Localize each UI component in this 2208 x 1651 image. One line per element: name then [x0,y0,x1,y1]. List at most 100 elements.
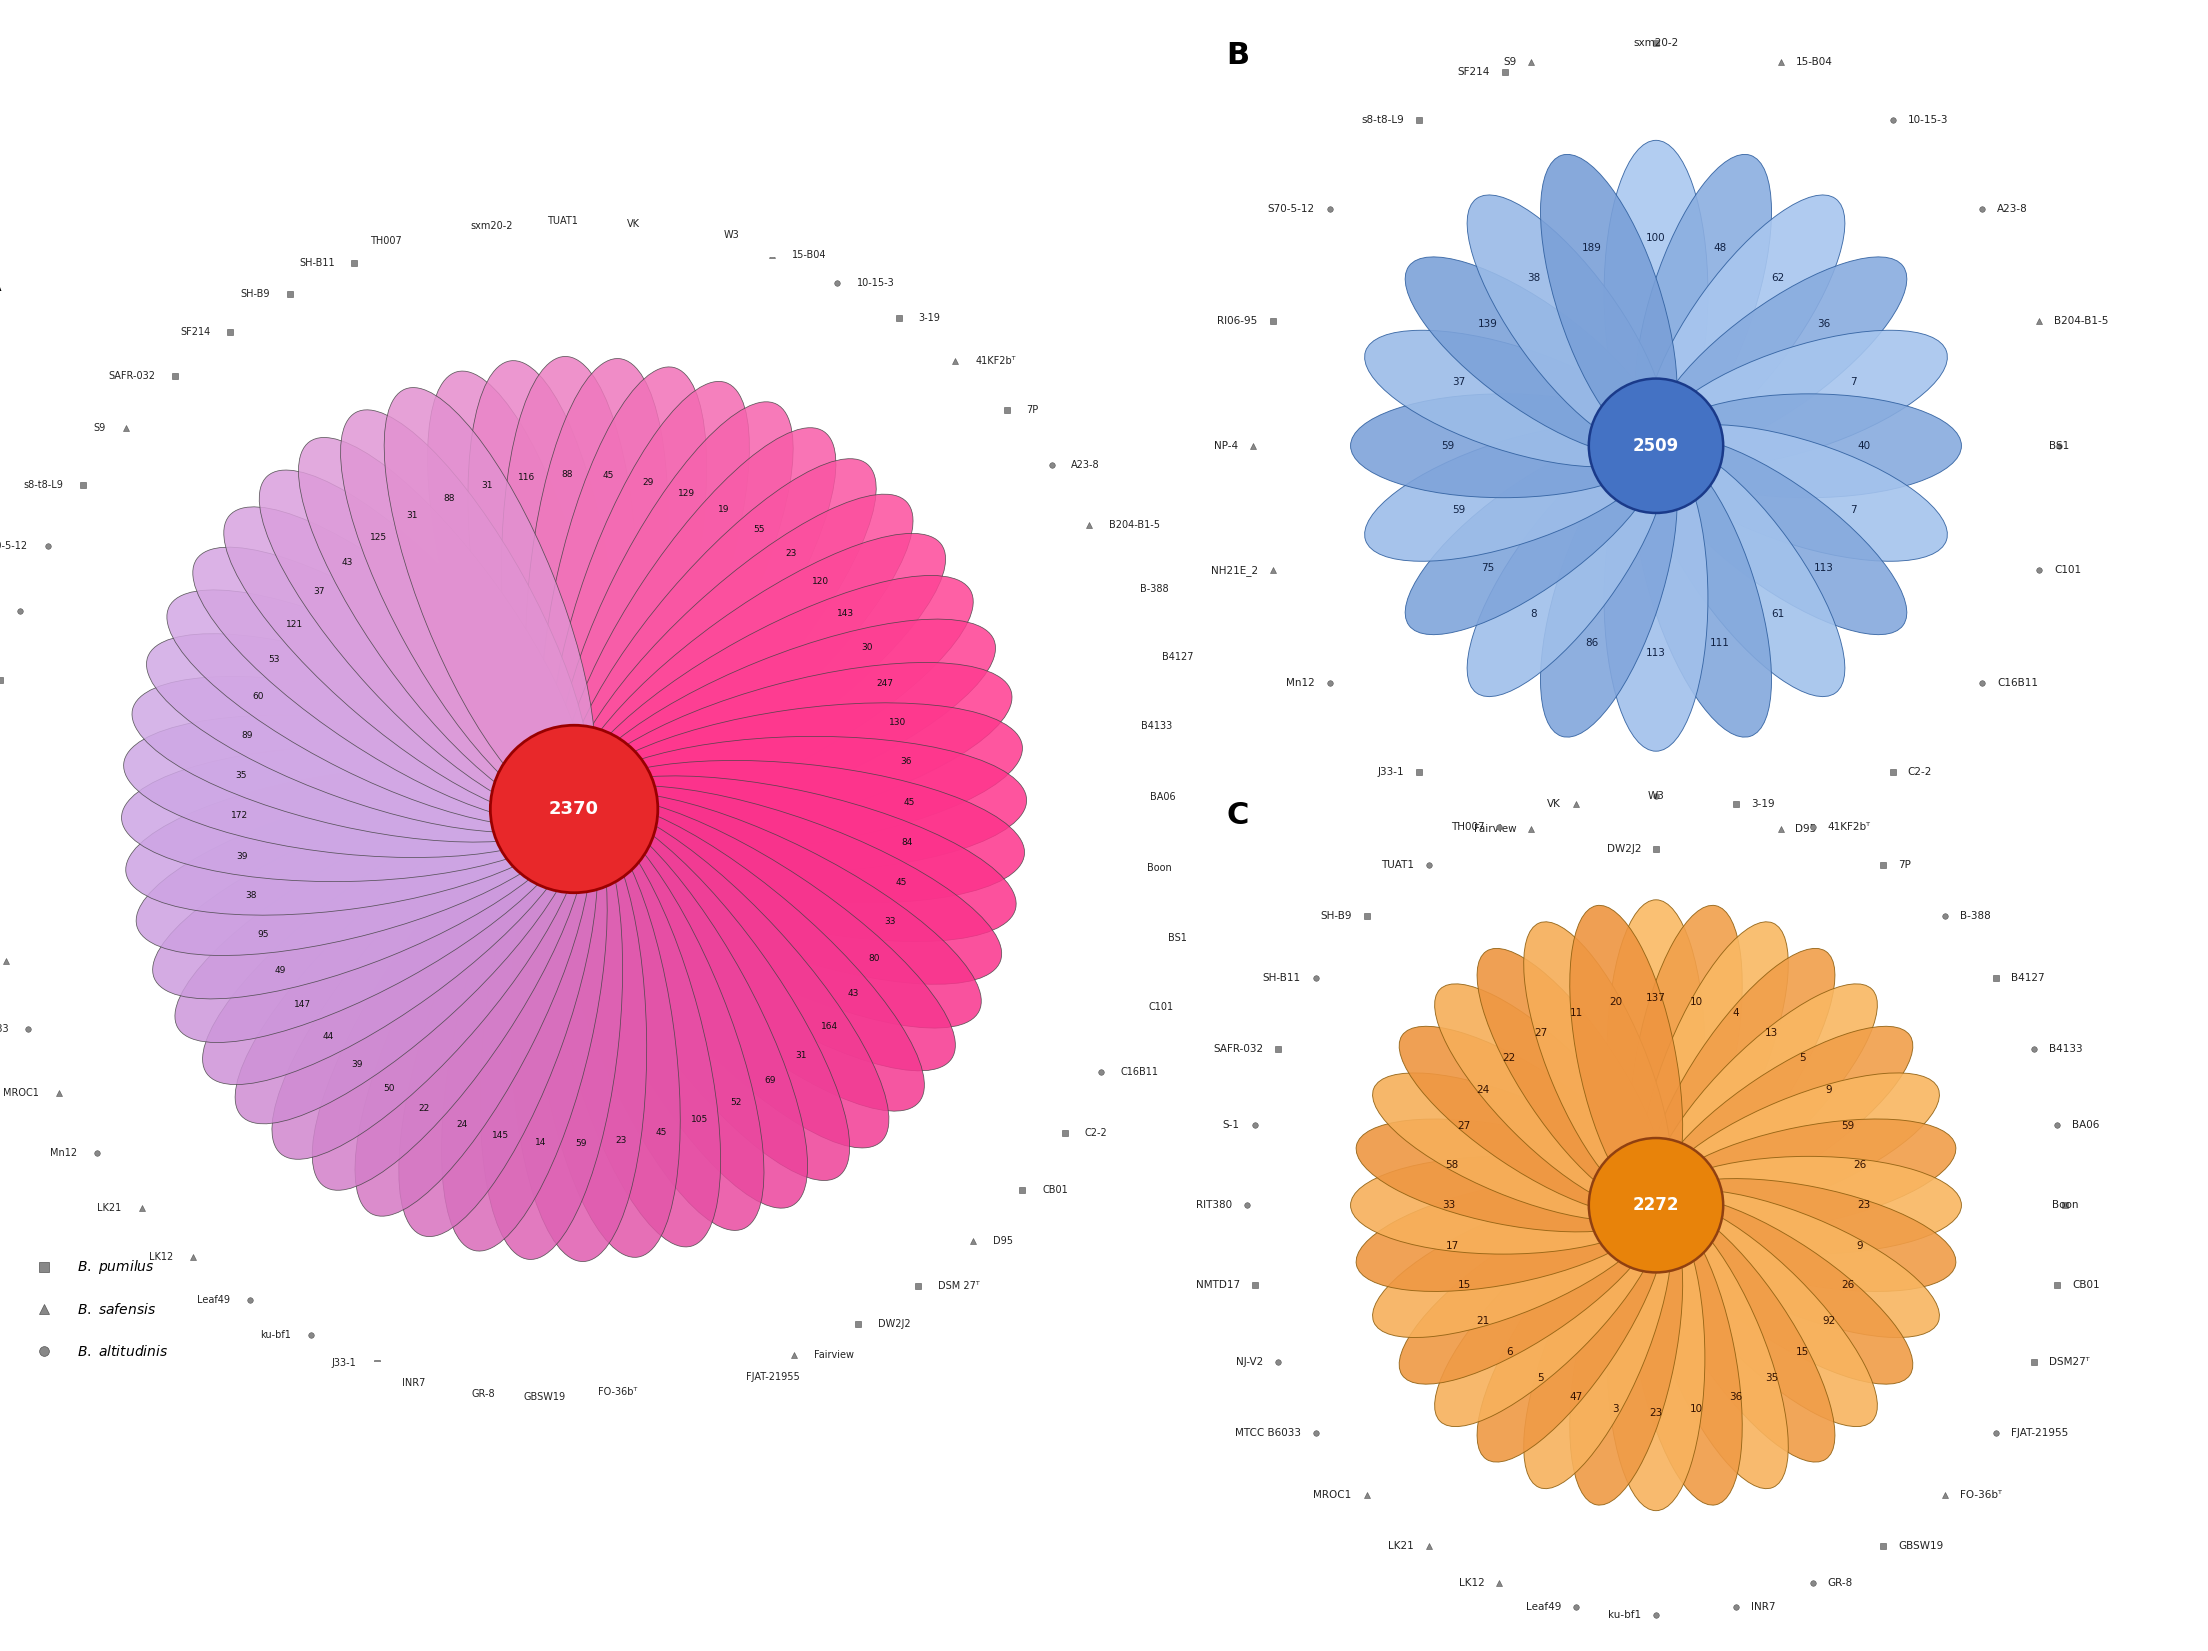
Ellipse shape [1641,1204,1788,1489]
Text: GBSW19: GBSW19 [523,1392,565,1402]
Text: 3-19: 3-19 [919,314,941,324]
Text: 4: 4 [1731,1009,1738,1019]
Text: C: C [1228,801,1250,830]
Ellipse shape [355,807,592,1217]
Text: 15: 15 [1457,1280,1471,1289]
Text: NH21E_2: NH21E_2 [1210,565,1259,576]
Text: 10: 10 [1689,997,1702,1007]
Circle shape [1590,378,1722,513]
Text: S70-5-12: S70-5-12 [0,542,29,551]
Text: NP-4: NP-4 [1214,441,1239,451]
Text: 5: 5 [1537,1374,1543,1384]
Ellipse shape [574,761,1025,903]
Ellipse shape [1356,1179,1656,1291]
Text: 27: 27 [1457,1121,1471,1131]
Text: BS1: BS1 [1168,933,1188,943]
Ellipse shape [126,766,574,915]
Ellipse shape [1435,1200,1660,1426]
Text: 39: 39 [236,852,247,860]
Text: 35: 35 [234,771,247,779]
Ellipse shape [124,715,574,857]
Ellipse shape [1656,395,1961,497]
Ellipse shape [574,703,1022,852]
Text: W3: W3 [724,229,740,239]
Text: INR7: INR7 [402,1379,424,1388]
Ellipse shape [174,794,576,1042]
Ellipse shape [1656,1119,1956,1232]
Text: B204-B1-5: B204-B1-5 [1108,520,1161,530]
Text: SAFR-032: SAFR-032 [1212,1043,1263,1053]
Text: CB01: CB01 [1042,1185,1069,1195]
Text: 39: 39 [351,1060,362,1068]
Text: 10-15-3: 10-15-3 [1908,114,1947,124]
Ellipse shape [1404,258,1660,456]
Ellipse shape [298,438,585,814]
Text: 130: 130 [890,718,905,726]
Text: GR-8: GR-8 [473,1390,495,1400]
Text: 10: 10 [1689,1403,1702,1413]
Text: BS1: BS1 [2049,441,2069,451]
Text: 100: 100 [1647,233,1665,243]
Text: 27: 27 [1535,1027,1548,1037]
Text: 31: 31 [795,1050,806,1060]
Ellipse shape [384,388,594,811]
Text: VK: VK [627,218,640,228]
Circle shape [1590,1138,1722,1273]
Text: C101: C101 [1148,1002,1172,1012]
Text: 3-19: 3-19 [1751,799,1775,809]
Text: FO-36bᵀ: FO-36bᵀ [598,1387,636,1397]
Text: MTCC B6033: MTCC B6033 [1234,1428,1301,1438]
Text: 129: 129 [678,489,696,499]
Text: 19: 19 [718,505,729,513]
Text: FJAT-21955: FJAT-21955 [2011,1428,2069,1438]
Text: 29: 29 [643,477,654,487]
Text: 31: 31 [481,480,492,490]
Text: 59: 59 [1453,505,1466,515]
Text: 23: 23 [1857,1200,1870,1210]
Text: 52: 52 [731,1098,742,1106]
Ellipse shape [1647,1202,1835,1463]
Text: SH-B9: SH-B9 [1320,911,1351,921]
Ellipse shape [570,797,956,1071]
Text: 6: 6 [1506,1347,1512,1357]
Ellipse shape [1656,424,1947,561]
Ellipse shape [203,797,578,1085]
Text: 24: 24 [457,1119,468,1129]
Text: 45: 45 [603,471,614,480]
Text: TH007: TH007 [371,236,402,246]
Text: VK: VK [1548,799,1561,809]
Ellipse shape [258,471,583,816]
Text: B4133: B4133 [2049,1043,2082,1053]
Ellipse shape [1641,921,1788,1207]
Text: 43: 43 [342,558,353,568]
Ellipse shape [1524,1204,1671,1489]
Text: 164: 164 [821,1022,837,1030]
Ellipse shape [1652,436,1908,634]
Ellipse shape [510,809,647,1261]
Ellipse shape [545,809,720,1247]
Text: 7P: 7P [1899,860,1912,870]
Ellipse shape [479,809,623,1260]
Text: 9: 9 [1826,1085,1833,1095]
Text: C16B11: C16B11 [1996,679,2038,688]
Ellipse shape [1656,1156,1961,1255]
Text: J33-1: J33-1 [331,1359,358,1369]
Ellipse shape [572,792,980,1029]
Ellipse shape [1400,1027,1658,1215]
Text: 125: 125 [369,533,386,542]
Ellipse shape [556,401,793,811]
Ellipse shape [1373,1073,1658,1220]
Ellipse shape [1356,1119,1656,1232]
Text: RIT380: RIT380 [1197,1200,1232,1210]
Text: S-1: S-1 [1223,1121,1239,1131]
Text: 15: 15 [1797,1347,1811,1357]
Text: 50: 50 [384,1085,395,1093]
Text: 23: 23 [616,1136,627,1146]
Text: 80: 80 [868,954,879,963]
Text: 24: 24 [1477,1085,1490,1095]
Text: 30: 30 [861,642,872,652]
Ellipse shape [137,779,574,956]
Text: 247: 247 [877,680,894,688]
Text: B4127: B4127 [1161,652,1195,662]
Ellipse shape [1404,436,1660,634]
